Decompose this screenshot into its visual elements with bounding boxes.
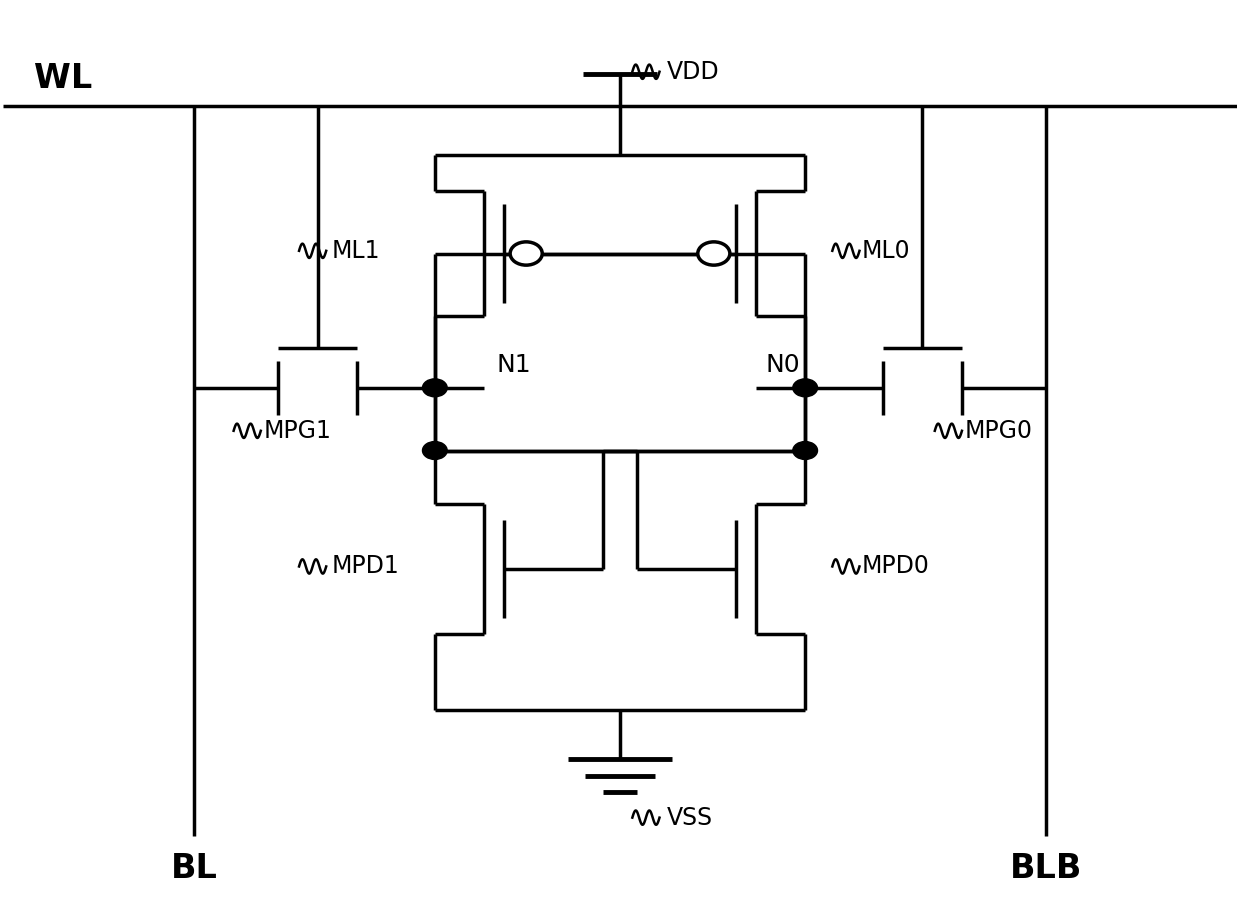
Text: MPG1: MPG1 (263, 419, 331, 442)
Text: N1: N1 (496, 353, 531, 378)
Text: BL: BL (171, 851, 217, 885)
Text: WL: WL (33, 62, 92, 95)
Text: MPD0: MPD0 (862, 554, 930, 578)
Text: VSS: VSS (667, 805, 713, 830)
Circle shape (698, 241, 730, 265)
Circle shape (423, 441, 448, 460)
Circle shape (792, 441, 817, 460)
Text: VDD: VDD (667, 59, 719, 84)
Text: MPG0: MPG0 (965, 419, 1033, 442)
Circle shape (510, 241, 542, 265)
Text: ML1: ML1 (331, 239, 379, 263)
Text: ML0: ML0 (862, 239, 910, 263)
Text: BLB: BLB (1009, 851, 1083, 885)
Circle shape (423, 378, 448, 396)
Text: N0: N0 (765, 353, 800, 378)
Circle shape (792, 378, 817, 396)
Text: MPD1: MPD1 (331, 554, 399, 578)
